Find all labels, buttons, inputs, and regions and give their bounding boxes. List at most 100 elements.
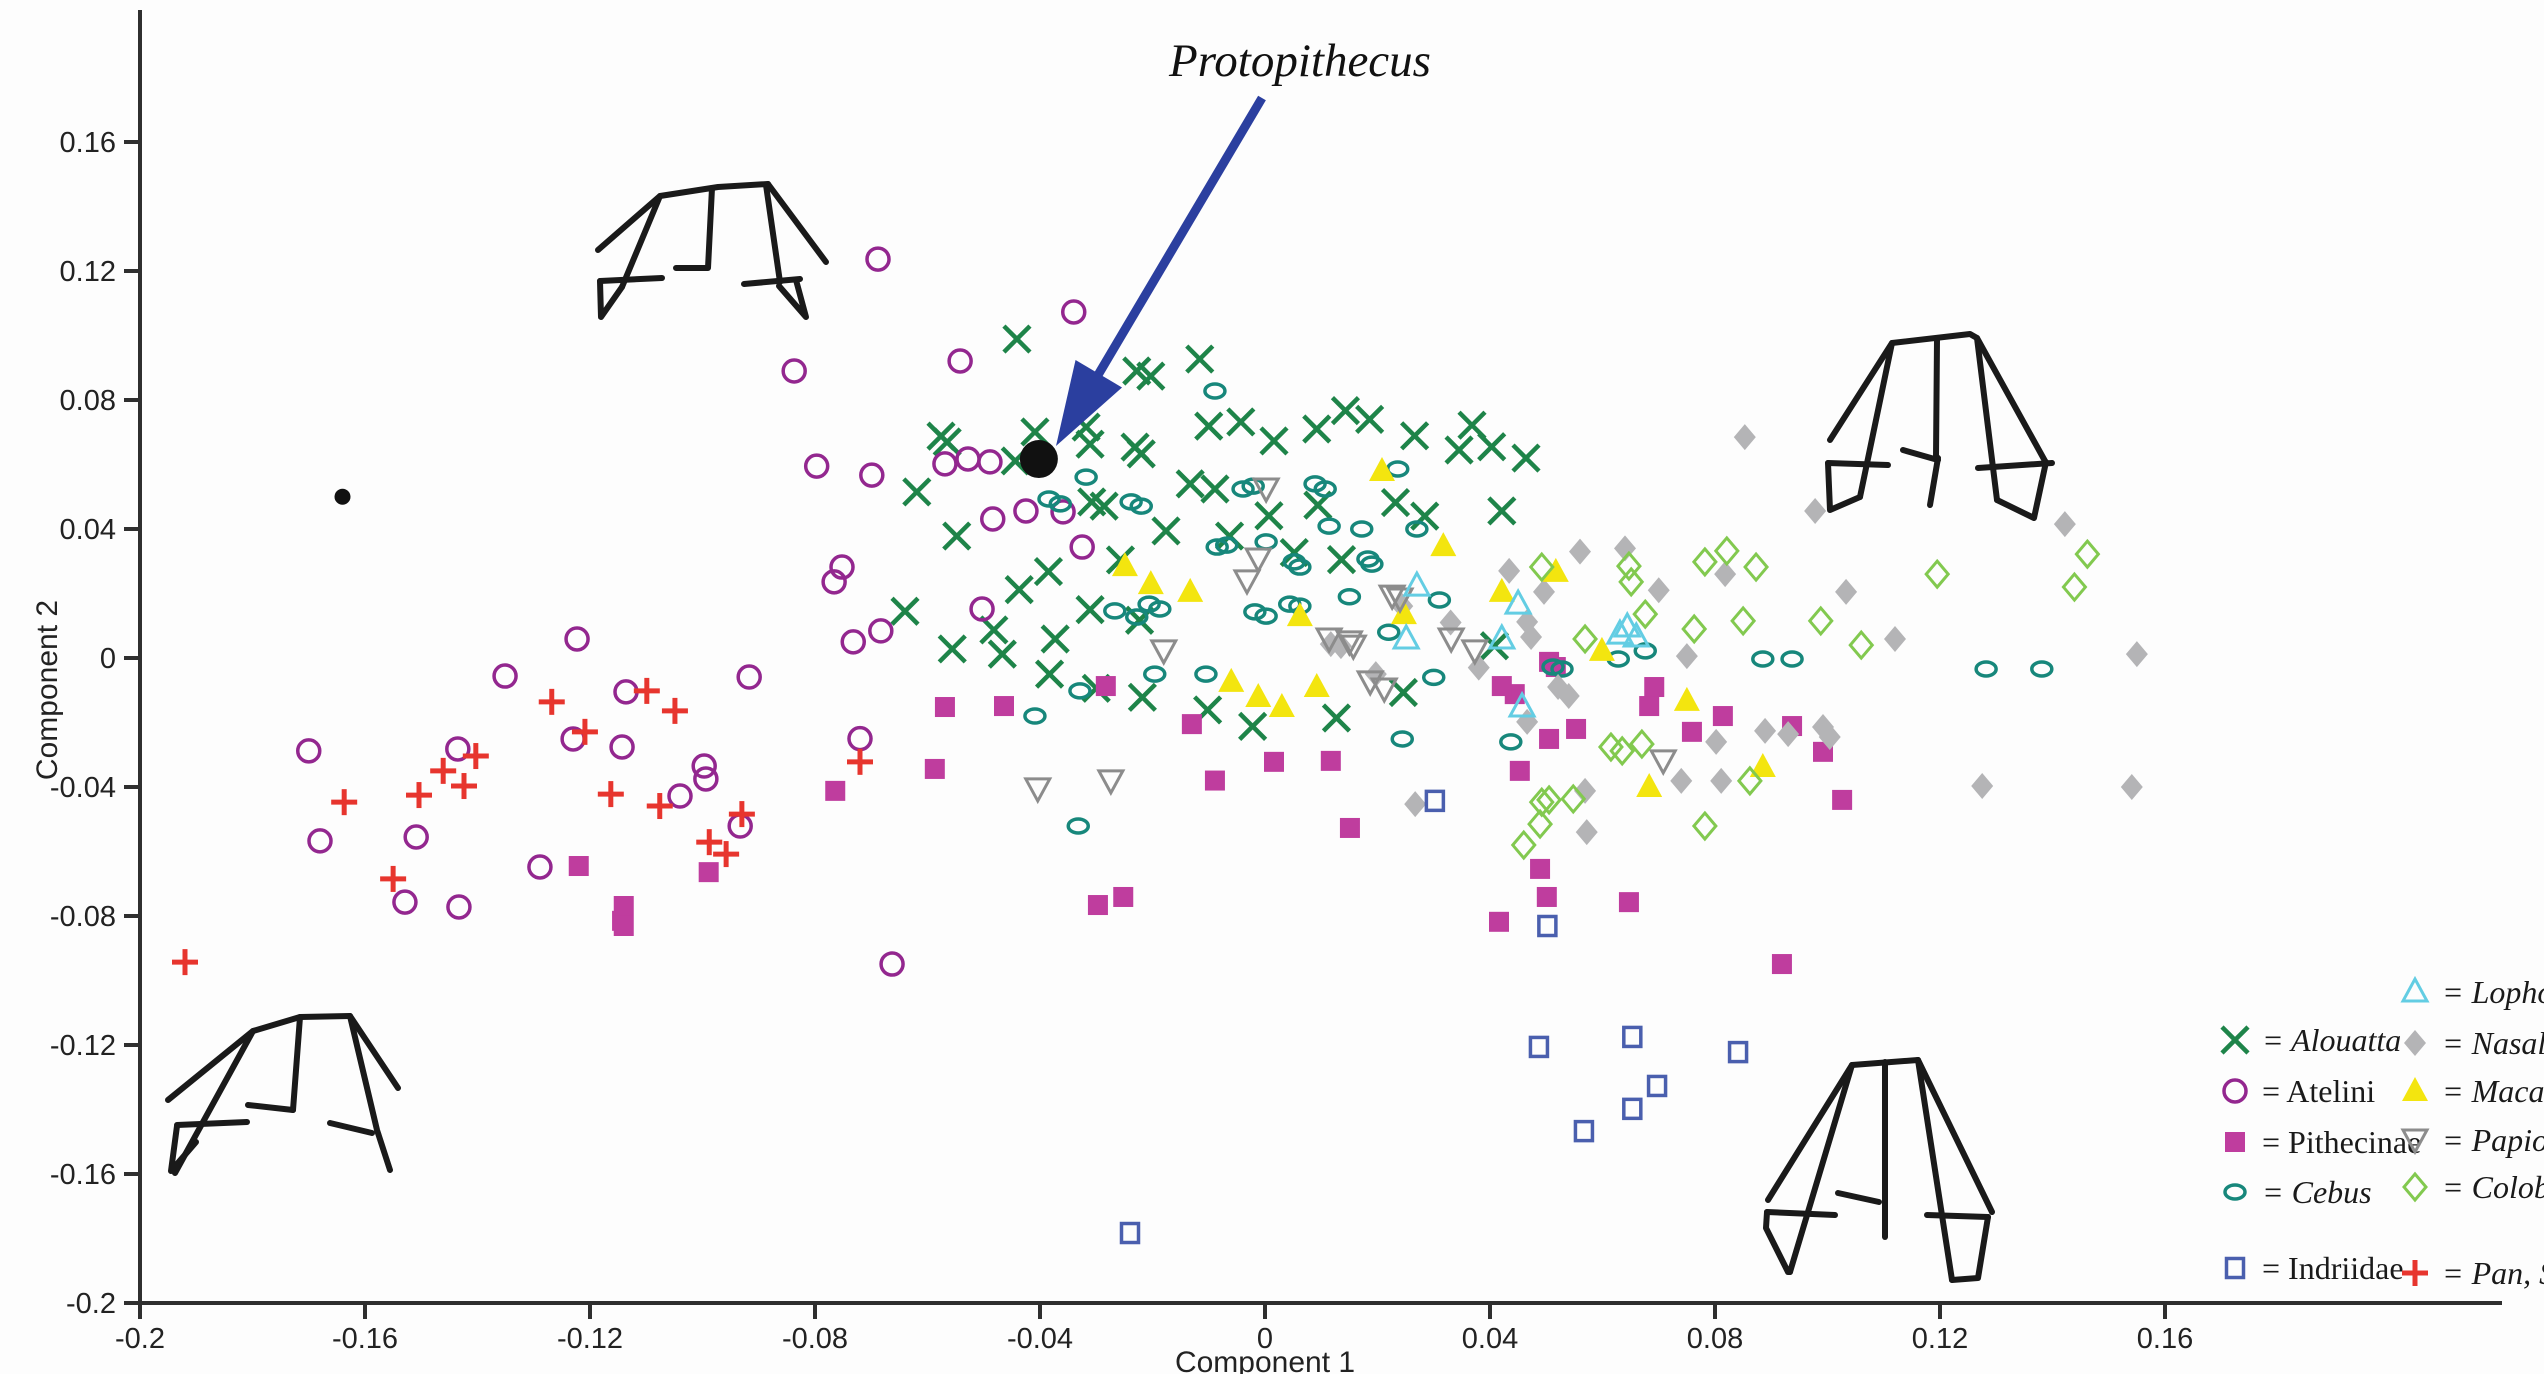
data-point-papio <box>1243 547 1273 575</box>
data-point-pithecinae <box>1681 721 1702 742</box>
data-point-pithecinae <box>1539 728 1560 749</box>
x-legend-icon <box>2220 1025 2250 1055</box>
data-point-nasalis <box>1754 717 1777 744</box>
data-point-lophocebus <box>1487 622 1517 650</box>
data-point-pithecinae <box>1509 760 1530 781</box>
data-point-pan-s <box>646 793 673 820</box>
data-point-alouatta <box>1410 501 1440 531</box>
data-point-cebus <box>1023 707 1047 725</box>
open-circle-legend-icon <box>2222 1078 2248 1104</box>
data-point-cebus <box>1103 602 1127 620</box>
data-point-alouatta <box>1302 414 1332 444</box>
data-point-atelini <box>1013 498 1039 524</box>
data-point-nasalis <box>1818 724 1841 751</box>
x-tick-label: -0.12 <box>557 1323 623 1355</box>
data-point-alouatta <box>1194 411 1224 441</box>
data-point-atelini <box>613 679 639 705</box>
data-point-atelini <box>296 738 322 764</box>
data-point-alouatta <box>1487 496 1517 526</box>
data-point-nasalis <box>1557 683 1580 710</box>
data-point-pithecinae <box>1113 886 1134 907</box>
legend-item--pithecinae: = Pithecinae <box>2218 1122 2421 1162</box>
data-point-indriidae <box>1424 789 1446 813</box>
data-point-atelini <box>840 629 866 655</box>
data-point-atelini <box>932 451 958 477</box>
data-point-cebus <box>1633 642 1657 660</box>
data-point-macaca <box>1673 686 1700 711</box>
legend-left-marker-icon <box>2223 1183 2247 1201</box>
data-point-indriidae <box>1646 1074 1668 1098</box>
data-point-pan-s <box>696 829 723 856</box>
unlabeled-black-dot <box>334 488 351 505</box>
data-point-alouatta <box>1477 432 1507 462</box>
data-point-cebus <box>1254 607 1278 625</box>
data-point-alouatta <box>1326 545 1357 575</box>
data-point-alouatta <box>1136 361 1166 391</box>
legend-label: = Macaca <box>2442 1072 2544 1109</box>
legend-item--cebus: = Cebus <box>2218 1172 2372 1212</box>
data-point-papio <box>1648 749 1678 777</box>
y-tick-label: 0.16 <box>60 127 116 159</box>
protopithecus-point <box>1019 440 1058 479</box>
data-point-nasalis <box>1705 728 1728 755</box>
data-point-atelini <box>868 618 894 644</box>
data-point-pan-s <box>462 743 489 770</box>
data-point-pan-s <box>380 865 407 892</box>
data-point-nasalis <box>2053 511 2076 538</box>
legend-left-marker-icon <box>2222 1078 2248 1104</box>
data-point-indriidae <box>1573 1119 1595 1143</box>
data-point-atelini <box>1061 299 1087 325</box>
data-point-alouatta <box>1355 404 1385 434</box>
data-point-pan-s <box>661 697 688 724</box>
data-point-macaca <box>1588 636 1615 661</box>
data-point-macaca <box>1177 577 1204 602</box>
filled-triangle-legend-icon <box>2402 1077 2428 1101</box>
legend-left-marker-icon <box>2224 1256 2246 1280</box>
data-point-macaca <box>1390 600 1417 625</box>
data-point-atelini <box>693 766 719 792</box>
data-points <box>172 246 2148 1245</box>
data-point-pithecinae <box>1771 954 1792 975</box>
x-tick-label: 0 <box>1257 1323 1273 1355</box>
protopithecus-arrow <box>1056 95 1266 446</box>
data-point-cebus <box>1048 495 1072 513</box>
inv-triangle-legend-icon <box>2400 1128 2430 1156</box>
arrow-head-icon <box>1056 359 1123 446</box>
data-point-nasalis <box>1777 721 1800 748</box>
legend-label: = Indriidae <box>2262 1249 2404 1286</box>
data-point-alouatta <box>1254 501 1284 531</box>
data-point-colobus <box>1924 558 1951 590</box>
legend-label: = Alouatta <box>2262 1021 2402 1058</box>
legend-item--alouatta: = Alouatta <box>2218 1020 2401 1060</box>
filled-diamond-legend-icon <box>2404 1030 2426 1056</box>
data-point-lophocebus <box>1605 618 1635 645</box>
data-point-pithecinae <box>1832 789 1853 810</box>
data-point-pithecinae <box>994 696 1014 717</box>
data-point-pan-s <box>406 782 432 809</box>
data-point-indriidae <box>1119 1221 1141 1245</box>
data-point-cebus <box>1390 730 1414 748</box>
data-point-alouatta <box>987 639 1017 669</box>
data-point-pan-s <box>633 677 660 704</box>
data-point-alouatta <box>1214 521 1245 551</box>
legend-item--pan-s: = Pan, S <box>2398 1253 2544 1293</box>
data-point-pan-s <box>538 688 565 715</box>
data-point-papio <box>1355 670 1385 697</box>
data-point-papio <box>1369 677 1399 705</box>
data-point-cebus <box>1751 650 1775 668</box>
data-point-colobus <box>1618 566 1645 598</box>
data-point-papio <box>1385 587 1415 615</box>
data-point-indriidae <box>1727 1040 1749 1064</box>
data-point-nasalis <box>1733 424 1756 451</box>
data-point-alouatta <box>1002 324 1032 354</box>
data-point-cebus <box>1129 497 1153 515</box>
legend-label: = Colobu <box>2442 1168 2544 1205</box>
data-point-macaca <box>1430 532 1457 557</box>
data-point-nasalis <box>1569 538 1591 565</box>
data-point-alouatta <box>1185 344 1215 374</box>
open-diamond-legend-icon <box>2402 1171 2428 1203</box>
y-tick-label: 0.12 <box>60 256 116 288</box>
data-point-papio <box>1334 630 1364 658</box>
data-point-colobus <box>1510 829 1537 861</box>
